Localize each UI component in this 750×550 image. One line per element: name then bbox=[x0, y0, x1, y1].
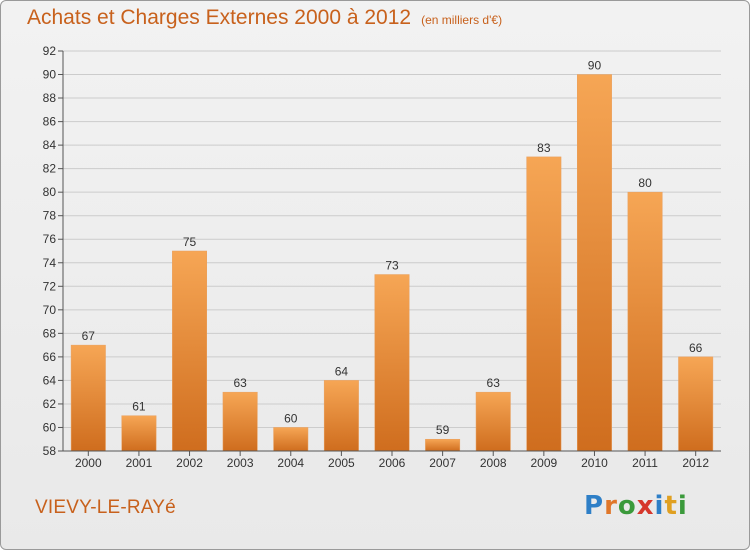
data-label: 67 bbox=[82, 329, 96, 343]
y-tick-label: 88 bbox=[43, 91, 57, 105]
data-label: 64 bbox=[335, 364, 349, 378]
bar-2002 bbox=[172, 250, 207, 452]
y-tick-label: 90 bbox=[43, 68, 57, 82]
bar-2008 bbox=[475, 391, 511, 452]
y-tick-label: 86 bbox=[43, 115, 57, 129]
logo-letter: r bbox=[604, 491, 618, 521]
x-tick-label: 2007 bbox=[429, 456, 456, 470]
data-labels: 67 61 75 63 60 64 73 59 63 83 90 80 66 bbox=[82, 59, 703, 438]
bar-2009 bbox=[526, 156, 562, 452]
y-tick-label: 68 bbox=[43, 326, 57, 340]
x-tick-label: 2011 bbox=[632, 456, 658, 470]
data-label: 59 bbox=[436, 423, 450, 437]
data-label: 61 bbox=[132, 400, 146, 414]
y-tick-label: 80 bbox=[43, 185, 57, 199]
data-label: 75 bbox=[183, 235, 197, 249]
bar-2003 bbox=[222, 391, 258, 452]
bar-2007 bbox=[425, 438, 461, 452]
y-tick-label: 92 bbox=[43, 44, 57, 58]
data-label: 80 bbox=[638, 176, 652, 190]
bar-2006 bbox=[374, 274, 410, 452]
data-label: 63 bbox=[233, 376, 247, 390]
y-tick-label: 64 bbox=[43, 373, 57, 387]
logo-letter: x bbox=[636, 491, 655, 521]
y-tick-label: 72 bbox=[43, 279, 57, 293]
data-label: 73 bbox=[385, 259, 399, 273]
y-tick-label: 82 bbox=[43, 162, 57, 176]
logo-letter: i bbox=[654, 491, 665, 521]
x-tick-label: 2002 bbox=[176, 456, 203, 470]
y-tick-label: 78 bbox=[43, 209, 57, 223]
x-tick-label: 2006 bbox=[379, 456, 406, 470]
data-label: 63 bbox=[487, 376, 501, 390]
y-tick-label: 58 bbox=[43, 444, 57, 458]
y-tick-label: 84 bbox=[43, 138, 57, 152]
x-tick-label: 2003 bbox=[227, 456, 254, 470]
x-tick-label: 2005 bbox=[328, 456, 355, 470]
bar-2005 bbox=[323, 380, 359, 452]
y-tick-label: 62 bbox=[43, 397, 57, 411]
data-label: 66 bbox=[689, 341, 703, 355]
y-tick-label: 76 bbox=[43, 232, 57, 246]
x-tick-label: 2010 bbox=[581, 456, 608, 470]
chart-title-text: Achats et Charges Externes 2000 à 2012 bbox=[27, 6, 412, 29]
x-tick-label: 2001 bbox=[126, 456, 153, 470]
data-label: 60 bbox=[284, 411, 298, 425]
chart-subtitle: (en milliers d'€) bbox=[421, 13, 503, 27]
logo-letter: P bbox=[584, 491, 605, 521]
x-tick-label: 2000 bbox=[75, 456, 102, 470]
chart-title: Achats et Charges Externes 2000 à 2012 (e… bbox=[27, 6, 502, 30]
location-label: VIEVY-LE-RAYé bbox=[35, 497, 176, 518]
y-tick-label: 70 bbox=[43, 303, 57, 317]
proxiti-logo: Proxiti bbox=[584, 491, 688, 521]
y-tick-label: 60 bbox=[43, 420, 57, 434]
bar-2001 bbox=[121, 415, 157, 452]
data-label: 83 bbox=[537, 141, 551, 155]
logo-letter: i bbox=[677, 491, 688, 521]
x-tick-label: 2008 bbox=[480, 456, 507, 470]
bar-2010 bbox=[577, 74, 612, 452]
x-tick-label: 2012 bbox=[682, 456, 709, 470]
logo-letter: o bbox=[617, 491, 637, 521]
x-tick-label: 2004 bbox=[277, 456, 304, 470]
axes: 58 60 62 64 66 68 70 72 74 76 78 80 82 84 86 88 90 92 2000… bbox=[43, 44, 721, 470]
x-tick-label: 2009 bbox=[530, 456, 557, 470]
bar-2011 bbox=[627, 191, 663, 452]
y-tick-label: 66 bbox=[43, 350, 57, 364]
y-tick-label: 74 bbox=[43, 256, 57, 270]
bars bbox=[70, 74, 714, 452]
bar-2012 bbox=[678, 356, 714, 452]
bar-2000 bbox=[70, 344, 106, 452]
data-label: 90 bbox=[588, 59, 602, 73]
bar-2004 bbox=[273, 427, 309, 452]
logo-letter: t bbox=[664, 491, 678, 521]
